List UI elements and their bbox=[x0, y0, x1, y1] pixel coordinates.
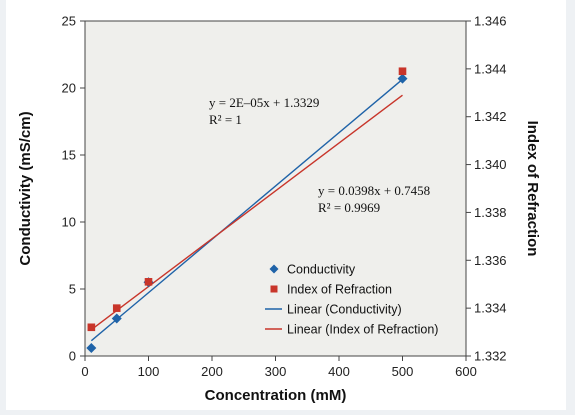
x-tick-label: 600 bbox=[455, 364, 477, 379]
y2-tick-label: 1.338 bbox=[474, 205, 507, 220]
x-tick-label: 500 bbox=[392, 364, 414, 379]
y2-tick-label: 1.344 bbox=[474, 61, 507, 76]
y-tick-label: 20 bbox=[62, 81, 76, 96]
conductivity-point bbox=[111, 313, 122, 324]
x-axis-title: Concentration (mM) bbox=[205, 387, 347, 404]
x-tick-label: 100 bbox=[138, 364, 160, 379]
y2-axis-title: Index of Refraction bbox=[524, 121, 541, 257]
y2-tick-label: 1.332 bbox=[474, 349, 507, 364]
y2-tick-label: 1.334 bbox=[474, 301, 507, 316]
legend-linear-conductivity-label: Linear (Conductivity) bbox=[287, 303, 402, 317]
y2-tick-label: 1.340 bbox=[474, 157, 507, 172]
y-tick-label: 15 bbox=[62, 148, 76, 163]
refraction-point bbox=[112, 304, 121, 312]
x-tick-label: 200 bbox=[201, 364, 223, 379]
trendline-equation: y = 2E–05x + 1.3329 bbox=[209, 95, 319, 110]
legend-refraction-swatch bbox=[270, 285, 278, 293]
refraction-point bbox=[87, 323, 96, 332]
scatter-chart: 0 100 200 300 400 500 600 0 5 10 15 20 25 1.332 1.334 1… bbox=[17, 14, 541, 405]
legend-linear-refraction-label: Linear (Index of Refraction) bbox=[287, 323, 438, 337]
y-axis-title: Conductivity (mS/cm) bbox=[17, 111, 34, 265]
y-tick-label: 10 bbox=[62, 215, 76, 230]
trendline-r-squared: R² = 0.9969 bbox=[318, 200, 380, 215]
refraction-point bbox=[398, 67, 407, 76]
trendline-conductivity bbox=[90, 78, 403, 342]
legend-conductivity-swatch bbox=[269, 264, 279, 274]
trendline-r-squared: R² = 1 bbox=[209, 112, 242, 127]
trendline-refraction bbox=[90, 94, 403, 331]
trendline-equation: y = 0.0398x + 0.7458 bbox=[318, 183, 430, 198]
y2-tick-label: 1.336 bbox=[474, 253, 507, 268]
conductivity-point bbox=[397, 73, 408, 84]
y-tick-label: 5 bbox=[69, 282, 76, 297]
chart-card: 0 100 200 300 400 500 600 0 5 10 15 20 25 1.332 1.334 1… bbox=[6, 0, 566, 410]
refraction-point bbox=[144, 278, 153, 286]
conductivity-point bbox=[86, 342, 97, 353]
x-tick-label: 400 bbox=[328, 364, 350, 379]
y2-tick-label: 1.342 bbox=[474, 109, 507, 124]
x-tick-label: 0 bbox=[81, 364, 88, 379]
y-tick-label: 0 bbox=[69, 349, 76, 364]
legend-refraction-label: Index of Refraction bbox=[287, 283, 392, 297]
x-tick-label: 300 bbox=[265, 364, 287, 379]
y2-tick-label: 1.346 bbox=[474, 14, 507, 29]
y-tick-label: 25 bbox=[62, 14, 76, 29]
legend-conductivity-label: Conductivity bbox=[287, 263, 356, 277]
